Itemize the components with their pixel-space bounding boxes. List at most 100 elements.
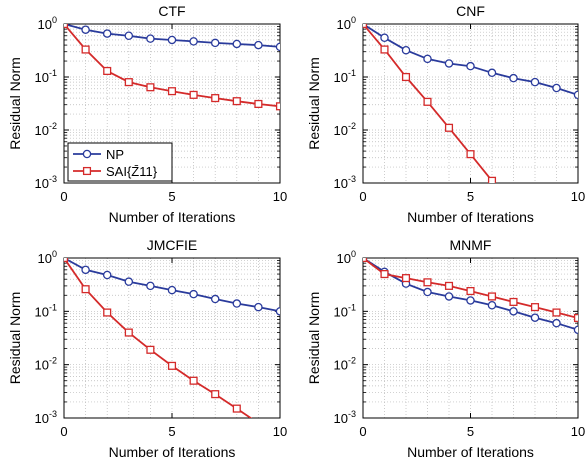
data-point-np (102, 270, 112, 280)
y-tick-label: 100 (38, 15, 57, 32)
data-point-sai (254, 99, 263, 109)
data-point-sai (466, 287, 475, 296)
data-point-np (275, 307, 280, 316)
data-point-np (232, 39, 242, 49)
data-point-np (423, 54, 432, 64)
data-layer (363, 258, 578, 335)
data-point-np (423, 287, 432, 297)
data-layer (64, 24, 280, 111)
data-point-sai (103, 308, 112, 317)
data-point-sai (81, 45, 90, 54)
data-point-sai (380, 45, 389, 54)
data-point-np (189, 37, 198, 46)
y-tick-base: 10 (38, 251, 52, 266)
data-point-np (401, 45, 411, 55)
y-tick-label: 10-1 (35, 68, 57, 85)
data-point-np (573, 90, 578, 100)
data-point-sai (81, 285, 90, 294)
y-tick-label: 10-1 (35, 302, 57, 319)
chart-title: CTF (158, 3, 185, 19)
data-point-np (530, 313, 540, 322)
data-point-np (487, 68, 497, 78)
y-tick-base: 10 (35, 123, 49, 138)
y-tick-base: 10 (38, 17, 52, 32)
y-tick-label: 100 (337, 249, 356, 266)
x-tick-label: 5 (467, 189, 474, 204)
data-point-sai (380, 270, 389, 279)
y-axis-label: Residual Norm (7, 57, 23, 150)
y-tick-exponent: -2 (348, 121, 356, 131)
data-point-sai (146, 345, 155, 354)
y-tick-exponent: -1 (49, 302, 57, 312)
data-point-sai (64, 258, 69, 263)
y-tick-label: 10-2 (334, 121, 356, 138)
data-point-sai (103, 66, 112, 76)
data-point-sai (124, 78, 133, 87)
data-point-np (380, 33, 389, 43)
data-layer (64, 258, 280, 418)
y-tick-exponent: 0 (52, 249, 57, 259)
data-point-sai (189, 376, 198, 385)
data-point-np (573, 325, 578, 335)
data-point-sai (211, 390, 220, 399)
y-tick-exponent: -3 (49, 409, 57, 419)
data-point-sai (423, 278, 432, 287)
y-tick-exponent: -3 (348, 174, 356, 184)
data-point-np (530, 77, 540, 87)
y-tick-label: 10-3 (334, 409, 356, 426)
data-point-sai (167, 87, 177, 96)
y-tick-base: 10 (35, 70, 49, 85)
data-point-sai (401, 72, 411, 82)
data-point-sai (363, 258, 368, 263)
y-tick-base: 10 (35, 411, 49, 426)
y-tick-label: 10-1 (334, 68, 356, 85)
data-point-np (232, 299, 242, 308)
y-tick-base: 10 (334, 358, 348, 373)
y-axis-label: Residual Norm (306, 57, 322, 150)
data-point-sai (211, 94, 220, 103)
x-tick-label: 5 (168, 189, 175, 204)
data-point-sai (552, 308, 561, 317)
y-tick-label: 10-1 (334, 302, 356, 319)
y-tick-base: 10 (337, 251, 351, 266)
x-axis-label: Number of Iterations (109, 444, 236, 460)
data-point-np (146, 281, 155, 291)
y-tick-exponent: -1 (348, 302, 356, 312)
y-tick-base: 10 (334, 70, 348, 85)
y-tick-label: 10-3 (334, 174, 356, 191)
data-point-np (466, 61, 475, 71)
data-point-sai (363, 24, 368, 29)
data-point-np (487, 301, 497, 310)
data-point-np (146, 34, 155, 43)
data-point-np (124, 277, 134, 286)
y-tick-base: 10 (334, 176, 348, 191)
x-tick-label: 10 (571, 424, 585, 439)
y-tick-base: 10 (337, 17, 351, 32)
data-point-sai (167, 361, 177, 370)
x-tick-label: 0 (60, 424, 67, 439)
legend-marker (82, 149, 92, 159)
data-point-np (81, 25, 90, 34)
data-point-np (254, 302, 263, 312)
y-tick-exponent: -3 (49, 174, 57, 184)
legend: NP SAI{Z̄11} (67, 142, 173, 182)
y-tick-exponent: 0 (52, 15, 57, 25)
x-tick-label: 10 (273, 189, 287, 204)
y-tick-label: 10-2 (334, 356, 356, 373)
data-point-np (509, 73, 518, 83)
y-tick-base: 10 (334, 411, 348, 426)
data-point-np (254, 40, 263, 50)
x-axis-label: Number of Iterations (109, 209, 236, 225)
data-point-np (444, 59, 454, 68)
data-point-np (81, 265, 90, 275)
data-point-sai (444, 281, 454, 290)
data-point-sai (466, 150, 475, 159)
data-point-np (466, 296, 475, 305)
data-point-np (275, 42, 280, 52)
data-point-sai (64, 24, 69, 29)
y-tick-label: 100 (337, 15, 356, 32)
data-point-sai (444, 123, 454, 132)
y-tick-exponent: 0 (351, 249, 356, 259)
y-tick-label: 10-3 (35, 174, 57, 191)
